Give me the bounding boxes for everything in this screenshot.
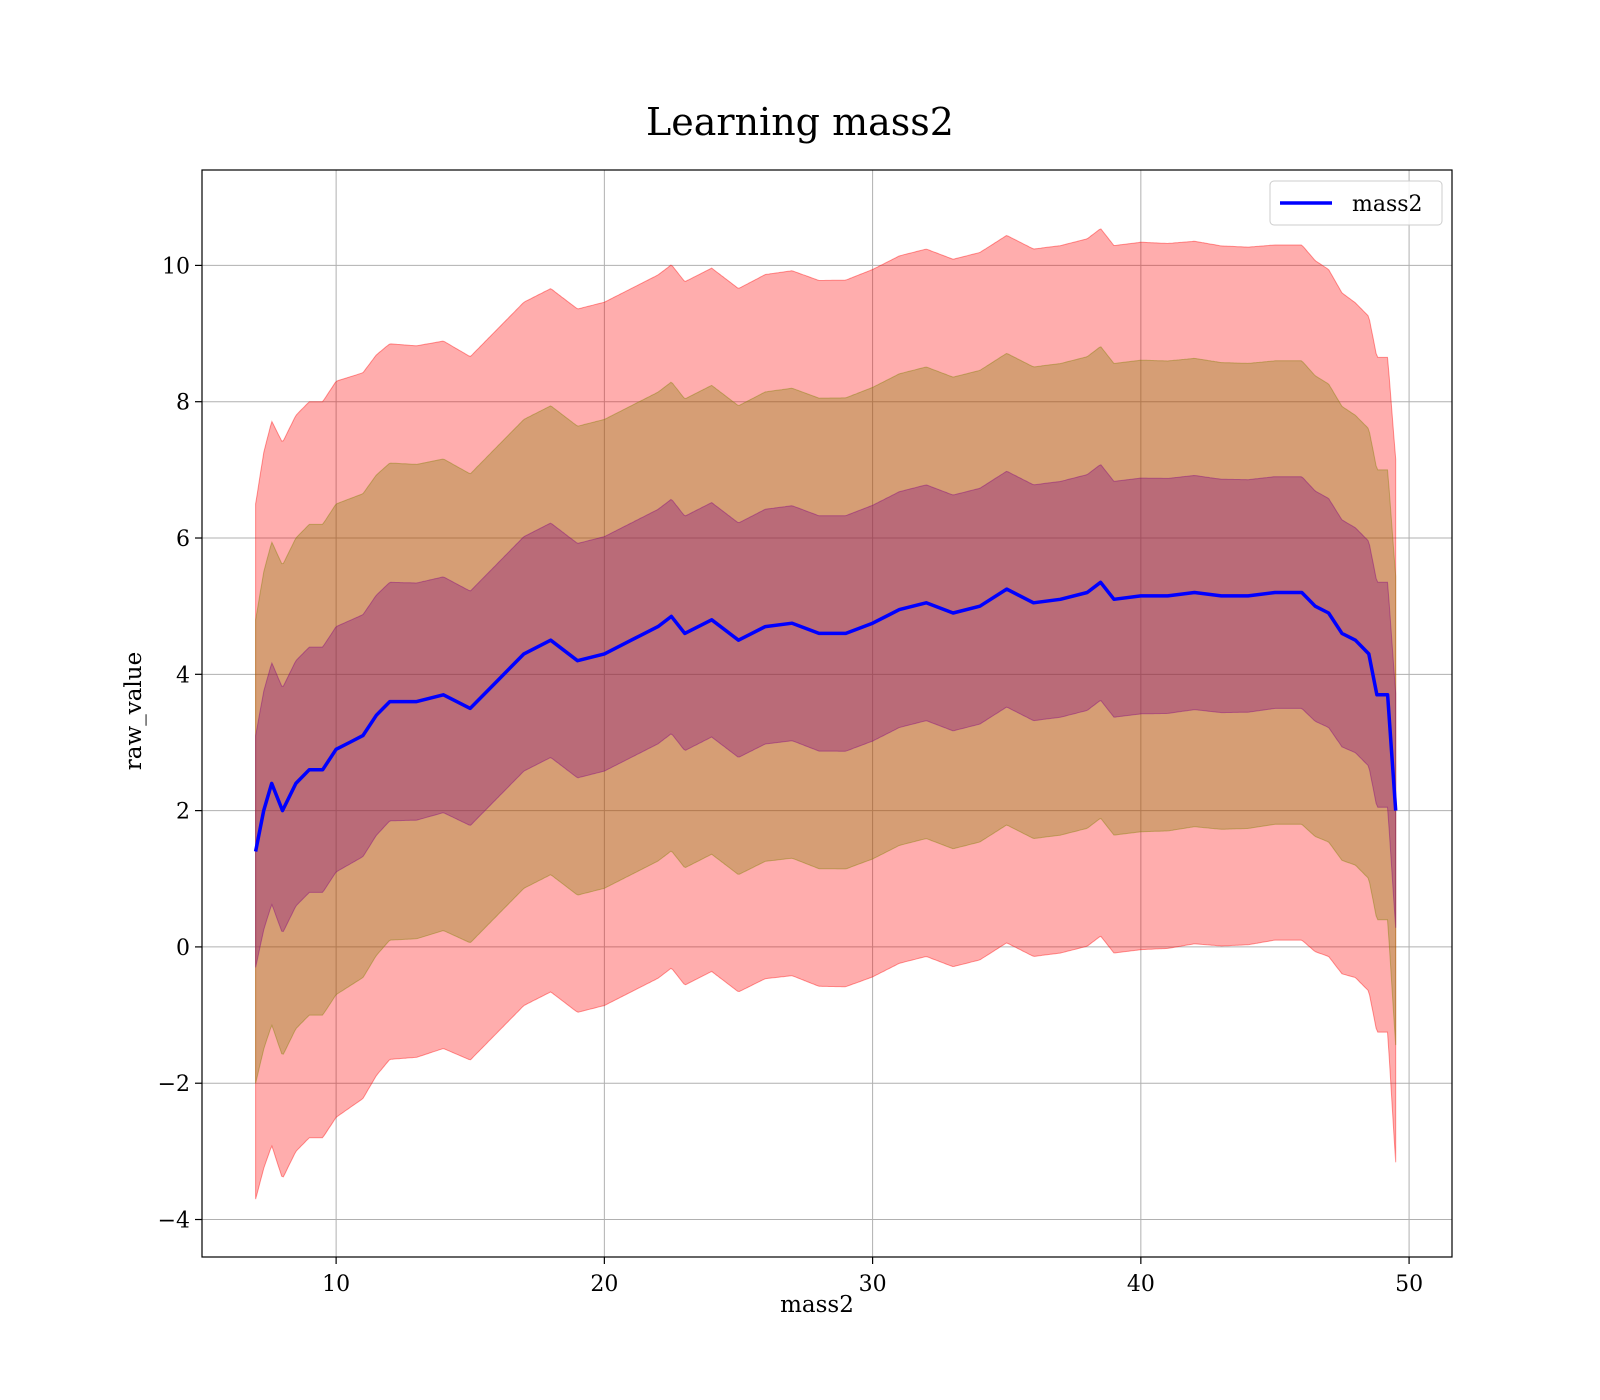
band-1-sigma xyxy=(255,464,1397,968)
y-tick-label: 4 xyxy=(176,663,190,688)
y-tick-label: −4 xyxy=(158,1209,190,1234)
grid xyxy=(202,170,1452,1257)
y-tick-label: 0 xyxy=(176,936,190,961)
ticks: 10 20 30 40 50 −4 −2 0 2 4 6 8 10 xyxy=(158,254,1424,1297)
y-tick-label: 2 xyxy=(176,800,190,825)
y-tick-label: 8 xyxy=(176,391,190,416)
x-tick-label: 30 xyxy=(859,1272,887,1297)
x-tick-label: 20 xyxy=(590,1272,618,1297)
x-tick-label: 50 xyxy=(1395,1272,1423,1297)
y-tick-label: 6 xyxy=(176,527,190,552)
chart-title: Learning mass2 xyxy=(646,100,954,144)
x-axis-label: mass2 xyxy=(780,1292,854,1318)
confidence-bands xyxy=(255,228,1397,1200)
series-line-mass2 xyxy=(253,580,1398,852)
series-lines xyxy=(253,580,1398,852)
band-2-sigma xyxy=(255,346,1397,1084)
y-tick-label: 10 xyxy=(162,254,190,279)
axes-frame xyxy=(201,169,1453,1258)
legend-box[interactable] xyxy=(1269,180,1443,226)
y-axis-label: raw_value xyxy=(121,651,147,771)
legend[interactable]: mass2 xyxy=(1269,180,1443,226)
legend-label: mass2 xyxy=(1352,192,1423,217)
x-tick-label: 10 xyxy=(322,1272,350,1297)
x-tick-label: 40 xyxy=(1127,1272,1155,1297)
y-tick-label: −2 xyxy=(158,1072,190,1097)
band-3-sigma xyxy=(255,228,1397,1200)
